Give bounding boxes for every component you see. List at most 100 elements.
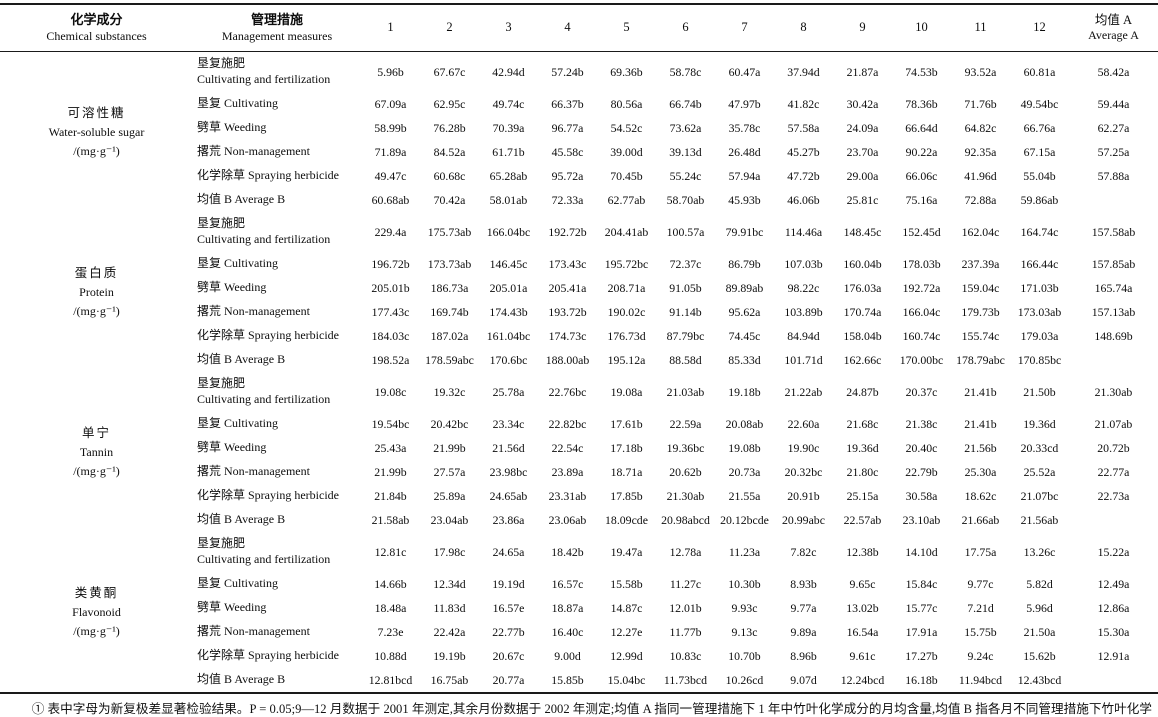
table-row: 单宁 Tannin /(mg·g⁻¹) 垦复施肥 Cultivating and fer… [0, 372, 1158, 477]
data-value: 170.85bc [1017, 352, 1062, 367]
data-value: 100.57a [666, 224, 705, 239]
data-value: 42.94d [492, 64, 525, 79]
average-a-value: 58.42a [1097, 64, 1130, 79]
data-value: 170.6bc [489, 352, 528, 367]
data-value: 7.21d [967, 600, 994, 615]
data-value: 160.04b [843, 256, 882, 271]
substance-name-zh: 单宁 [81, 425, 111, 440]
data-value: 19.19d [492, 576, 525, 591]
measure-label: 化学除草 Spraying herbicide [197, 168, 339, 183]
data-value: 164.74c [1020, 224, 1059, 239]
data-value: 79.91bc [725, 224, 764, 239]
data-value: 187.02a [430, 328, 469, 343]
data-value: 12.01b [669, 600, 702, 615]
column-header-month: 11 [951, 4, 1010, 52]
data-value: 176.03a [843, 280, 882, 295]
average-a-value [1069, 668, 1158, 693]
data-value: 49.54bc [1020, 96, 1059, 111]
data-value: 103.89b [784, 304, 823, 319]
average-a-value: 148.69b [1094, 328, 1133, 343]
data-value: 15.58b [610, 576, 643, 591]
substance-label: 单宁 Tannin /(mg·g⁻¹) [0, 372, 193, 532]
data-value: 25.81c [846, 192, 879, 207]
substance-name-zh: 蛋白质 [74, 265, 119, 280]
average-a-value [1069, 348, 1158, 372]
column-header-substance: 化学成分 Chemical substances [0, 4, 193, 52]
data-value: 16.40c [551, 624, 584, 639]
average-a-value: 20.72b [1097, 440, 1130, 455]
data-value: 41.82c [787, 96, 820, 111]
data-value: 24.65a [492, 544, 525, 559]
data-value: 11.73bcd [663, 672, 708, 687]
data-value: 186.73a [430, 280, 469, 295]
data-value: 20.37c [905, 384, 938, 399]
data-value: 198.52a [371, 352, 410, 367]
data-value: 60.68c [433, 168, 466, 183]
average-a-value: 57.25a [1097, 144, 1130, 159]
data-value: 10.83c [669, 648, 702, 663]
data-value: 11.27c [669, 576, 702, 591]
data-value: 204.41ab [604, 224, 649, 239]
data-value: 19.36d [1023, 416, 1056, 431]
data-value: 15.62b [1023, 648, 1056, 663]
data-value: 69.36b [610, 64, 643, 79]
data-value: 22.59a [669, 416, 702, 431]
data-value: 75.16a [905, 192, 938, 207]
measure-label: 均值 B Average B [197, 672, 286, 687]
substance-unit: /(mg·g⁻¹) [73, 303, 120, 318]
average-a-value: 157.58ab [1091, 224, 1136, 239]
data-value: 21.50b [1023, 384, 1056, 399]
data-value: 85.33d [728, 352, 761, 367]
data-value: 229.4a [374, 224, 407, 239]
data-value: 71.89a [374, 144, 407, 159]
data-value: 25.43a [374, 440, 407, 455]
data-value: 22.82bc [548, 416, 587, 431]
data-value: 12.38b [846, 544, 879, 559]
data-value: 24.09a [846, 120, 879, 135]
data-value: 192.72b [548, 224, 587, 239]
data-value: 8.93b [790, 576, 817, 591]
data-value: 195.72bc [604, 256, 649, 271]
data-value: 57.58a [787, 120, 820, 135]
data-value: 61.71b [492, 144, 525, 159]
data-value: 173.43c [548, 256, 587, 271]
data-value: 162.66c [843, 352, 882, 367]
data-value: 21.56ab [1020, 512, 1059, 527]
data-value: 72.37c [669, 256, 702, 271]
header-measure-zh: 管理措施 [250, 12, 303, 28]
data-value: 166.44c [1020, 256, 1059, 271]
average-a-value: 157.85ab [1091, 256, 1136, 271]
data-value: 16.57e [492, 600, 525, 615]
table-row: 垦复 Cultivating 19.54bc 20.42bc 23.34c 22.82b… [0, 412, 1158, 436]
data-value: 14.10d [905, 544, 938, 559]
data-value: 95.72a [551, 168, 584, 183]
data-value: 23.31ab [548, 488, 587, 503]
column-header-measure: 管理措施 Management measures [193, 4, 361, 52]
data-value: 208.71a [607, 280, 646, 295]
data-value: 23.04ab [430, 512, 469, 527]
data-value: 66.64d [905, 120, 938, 135]
data-value: 21.03ab [666, 384, 705, 399]
average-a-value: 12.86a [1097, 600, 1130, 615]
column-header-month: 5 [597, 4, 656, 52]
column-header-month: 9 [833, 4, 892, 52]
data-value: 179.73b [961, 304, 1000, 319]
data-value: 55.04b [1023, 168, 1056, 183]
table-row: 均值 B Average B 60.68ab 70.42a 58.01ab 72.33a… [0, 188, 1158, 212]
table-row: 均值 B Average B 198.52a 178.59abc 170.6bc 188… [0, 348, 1158, 372]
data-value: 12.34d [433, 576, 466, 591]
data-value: 21.41b [964, 416, 997, 431]
data-value: 16.54a [846, 624, 879, 639]
data-value: 64.82c [964, 120, 997, 135]
data-value: 192.72a [902, 280, 941, 295]
data-value: 47.97b [728, 96, 761, 111]
data-value: 170.00bc [899, 352, 944, 367]
header-substance-zh: 化学成分 [70, 12, 123, 28]
table-row: 可溶性糖 Water-soluble sugar /(mg·g⁻¹) 垦复施肥 Cult… [0, 52, 1158, 157]
average-a-value: 15.30a [1097, 624, 1130, 639]
data-value: 107.03b [784, 256, 823, 271]
data-value: 9.61c [849, 648, 876, 663]
data-value: 15.84c [905, 576, 938, 591]
measure-label: 垦复施肥 Cultivating and fertilization [193, 52, 361, 93]
average-a-value [1069, 188, 1158, 212]
